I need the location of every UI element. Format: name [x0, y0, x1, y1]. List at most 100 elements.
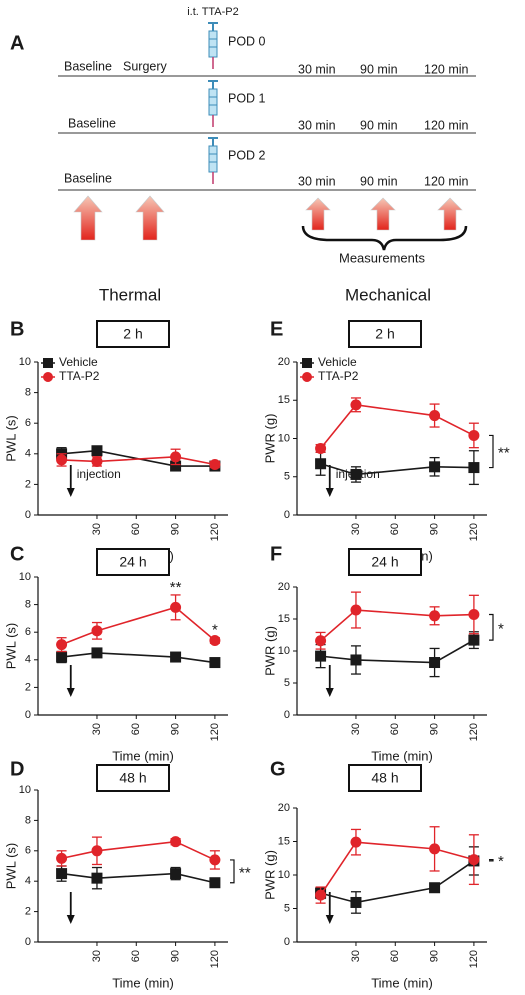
- injection-arrowhead: [325, 688, 334, 697]
- y-tick-label: 10: [278, 645, 290, 657]
- y-tick-label: 4: [25, 448, 31, 460]
- data-point: [209, 877, 221, 889]
- series-line: [320, 609, 474, 642]
- x-tick-label: 120: [209, 723, 221, 741]
- column-title: Mechanical: [345, 285, 431, 304]
- data-point: [350, 399, 362, 411]
- title-box: [96, 764, 170, 792]
- data-point: [468, 429, 480, 441]
- injection-label: i.t. TTA-P2: [187, 6, 239, 18]
- panel-letter: D: [10, 758, 24, 780]
- series-line: [61, 840, 216, 861]
- x-tick-label: 90: [169, 950, 181, 962]
- x-tick-label: 30: [91, 950, 103, 962]
- title-box: [348, 548, 422, 576]
- panel-letter: A: [10, 32, 24, 54]
- injection-arrowhead: [325, 488, 334, 497]
- data-point: [170, 836, 182, 848]
- data-point: [91, 872, 103, 884]
- x-tick-label: 120: [209, 523, 221, 541]
- timeline-time: 90 min: [360, 62, 398, 76]
- series-line: [61, 872, 216, 884]
- legend-label: TTA-P2: [59, 369, 100, 383]
- data-point: [468, 462, 480, 474]
- x-tick-label: 120: [468, 950, 480, 968]
- x-tick-label: 90: [428, 723, 440, 735]
- legend-marker: [302, 372, 312, 382]
- significance-bracket: [489, 613, 494, 641]
- data-point: [350, 468, 362, 480]
- timeline-time: 90 min: [360, 118, 398, 132]
- y-tick-label: 0: [284, 936, 290, 948]
- y-tick-label: 5: [284, 471, 290, 483]
- data-point: [91, 625, 103, 637]
- panel-letter: F: [270, 543, 282, 565]
- y-tick-label: 20: [278, 356, 290, 368]
- x-tick-label: 90: [428, 950, 440, 962]
- timeline-time: 30 min: [298, 174, 336, 188]
- x-tick-label: 30: [91, 523, 103, 535]
- y-tick-label: 5: [284, 902, 290, 914]
- y-tick-label: 2: [25, 478, 31, 490]
- x-tick-label: 30: [350, 723, 362, 735]
- data-point: [170, 868, 182, 880]
- legend-marker: [302, 358, 312, 368]
- panel-letter: G: [270, 758, 286, 780]
- significance-bracket: [230, 859, 235, 884]
- measurement-arrow: [73, 195, 103, 241]
- y-tick-label: 10: [278, 869, 290, 881]
- x-tick-label: 60: [130, 723, 142, 735]
- data-point: [468, 609, 480, 621]
- significance-mark: *: [498, 620, 504, 637]
- injection-label: injection: [77, 467, 121, 481]
- timeline-day: POD 0: [228, 34, 266, 48]
- series-line: [320, 462, 474, 476]
- significance-bracket: [489, 858, 494, 862]
- x-tick-label: 60: [389, 523, 401, 535]
- timeline-time: 90 min: [360, 174, 398, 188]
- title-box: [348, 764, 422, 792]
- data-point: [91, 845, 103, 857]
- x-tick-label: 120: [468, 723, 480, 741]
- y-tick-label: 15: [278, 613, 290, 625]
- series-line: [319, 841, 475, 896]
- timeline-time: 30 min: [298, 118, 336, 132]
- data-point: [91, 445, 103, 457]
- data-point: [56, 454, 68, 466]
- timeline-time: 120 min: [424, 174, 469, 188]
- x-tick-label: 90: [428, 523, 440, 535]
- y-axis-label: PWR (g): [262, 414, 277, 464]
- data-point: [315, 442, 327, 454]
- data-point: [429, 882, 441, 894]
- y-tick-label: 8: [25, 599, 31, 611]
- y-axis-label: PWL (s): [3, 415, 18, 461]
- title-box: [96, 320, 170, 348]
- significance-mark: *: [212, 622, 218, 639]
- data-point: [170, 451, 182, 463]
- syringe-icon: [207, 79, 219, 128]
- series-line: [320, 860, 475, 904]
- y-tick-label: 15: [278, 394, 290, 406]
- y-tick-label: 0: [284, 509, 290, 521]
- data-point: [350, 654, 362, 666]
- x-axis-label: Time (min): [371, 975, 433, 990]
- measurement-arrow: [437, 197, 463, 231]
- significance-mark: **: [498, 444, 510, 461]
- x-tick-label: 60: [389, 723, 401, 735]
- y-tick-label: 0: [25, 509, 31, 521]
- legend-label: TTA-P2: [318, 369, 359, 383]
- series-line: [61, 652, 216, 664]
- timeline-phase: Surgery: [123, 59, 168, 73]
- injection-arrowhead: [325, 915, 334, 924]
- legend-marker: [43, 358, 53, 368]
- measurement-arrow: [305, 197, 331, 231]
- y-tick-label: 0: [284, 709, 290, 721]
- data-point: [429, 410, 441, 422]
- y-axis-label: PWL (s): [3, 623, 18, 669]
- x-axis-label: Time (min): [112, 748, 174, 763]
- chart-title: 48 h: [371, 770, 398, 786]
- x-tick-label: 90: [169, 723, 181, 735]
- x-tick-label: 60: [130, 950, 142, 962]
- data-point: [429, 461, 441, 473]
- legend-label: Vehicle: [318, 355, 357, 369]
